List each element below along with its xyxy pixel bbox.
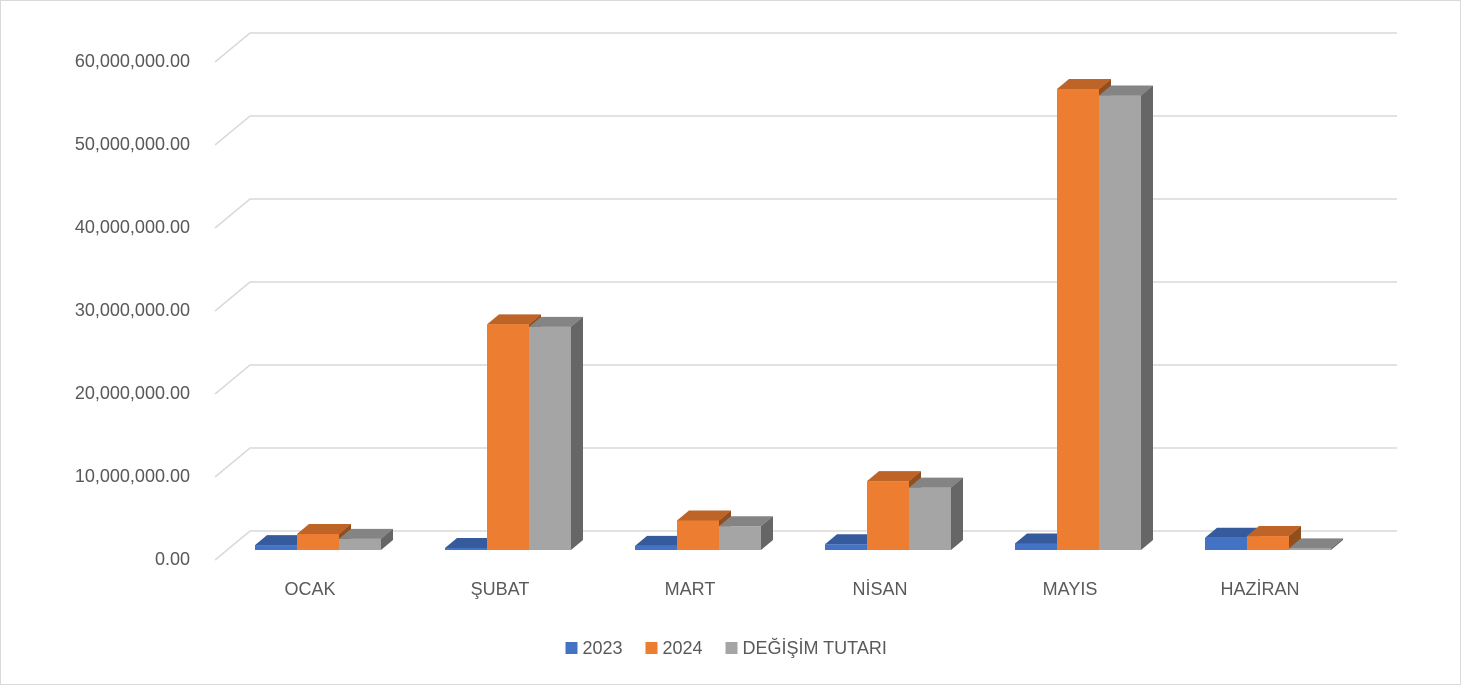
bar (909, 477, 963, 550)
bar-top (255, 535, 309, 546)
bar-front (867, 481, 909, 550)
y-tick-label: 0.00 (155, 549, 190, 569)
x-tick-label: OCAK (284, 579, 335, 599)
bar-top (635, 535, 689, 546)
bar (1099, 85, 1153, 550)
legend-label: 2024 (663, 638, 703, 658)
bar-front (529, 326, 571, 550)
grid-line (214, 530, 1397, 561)
bar-top (909, 477, 963, 488)
y-tick-label: 50,000,000.00 (75, 134, 190, 154)
bar-front (909, 487, 951, 550)
bar-side (951, 477, 963, 550)
bar-front (339, 538, 381, 550)
bar-top (1057, 79, 1111, 89)
bar-top (825, 534, 879, 545)
grid-line (214, 281, 1397, 312)
bar-top (867, 471, 921, 482)
bar-front (1015, 543, 1057, 550)
bar-front (1289, 548, 1331, 550)
bar-front (255, 545, 297, 550)
bar-side (1331, 538, 1343, 550)
bar-front (297, 534, 339, 550)
bar-top (487, 314, 541, 325)
bar-side (1289, 526, 1301, 550)
grid-line (214, 447, 1397, 478)
bar-top (719, 516, 773, 527)
bar-top (1289, 538, 1343, 549)
bar-top (1205, 527, 1259, 538)
y-tick-label: 30,000,000.00 (75, 300, 190, 320)
bar-side (761, 516, 773, 550)
bar (1289, 538, 1343, 550)
legend-swatch (565, 642, 578, 654)
x-tick-label: MAYIS (1043, 579, 1098, 599)
bar-front (1205, 537, 1247, 550)
bar-top (529, 316, 583, 327)
bar-top (1099, 85, 1153, 96)
bar-front (719, 526, 761, 550)
grid-line (214, 198, 1397, 229)
y-tick-label: 40,000,000.00 (75, 217, 190, 237)
x-tick-label: ŞUBAT (471, 579, 530, 599)
y-tick-label: 60,000,000.00 (75, 51, 190, 71)
bar-front (487, 324, 529, 550)
bar (339, 528, 393, 550)
legend-label: 2023 (583, 638, 623, 658)
grid-line (214, 115, 1397, 146)
bar-side (1141, 85, 1153, 550)
bar-side (381, 528, 393, 550)
y-tick-label: 20,000,000.00 (75, 383, 190, 403)
grid-line (214, 32, 1397, 63)
grid-line (214, 364, 1397, 395)
bar-front (825, 544, 867, 550)
legend-swatch (645, 642, 658, 654)
bar-front (445, 547, 487, 550)
bar-top (1247, 526, 1301, 537)
bar-top (445, 537, 499, 548)
bar-front (1057, 89, 1099, 550)
bar-front (1247, 536, 1289, 550)
x-tick-label: NİSAN (852, 579, 907, 599)
bar-front (635, 545, 677, 550)
legend-swatch (725, 642, 738, 654)
bar-top (297, 524, 351, 535)
bar (1247, 526, 1301, 550)
bar-front (1099, 95, 1141, 550)
bar-top (339, 528, 393, 539)
legend-label: DEĞİŞİM TUTARI (743, 637, 887, 658)
bar (719, 516, 773, 550)
bar-top (677, 510, 731, 521)
x-tick-label: MART (665, 579, 716, 599)
bar-top (1015, 533, 1069, 544)
y-tick-label: 10,000,000.00 (75, 466, 190, 486)
bar-front (677, 520, 719, 550)
x-tick-label: HAZİRAN (1220, 579, 1299, 599)
bar (529, 316, 583, 550)
bar-side (571, 316, 583, 550)
